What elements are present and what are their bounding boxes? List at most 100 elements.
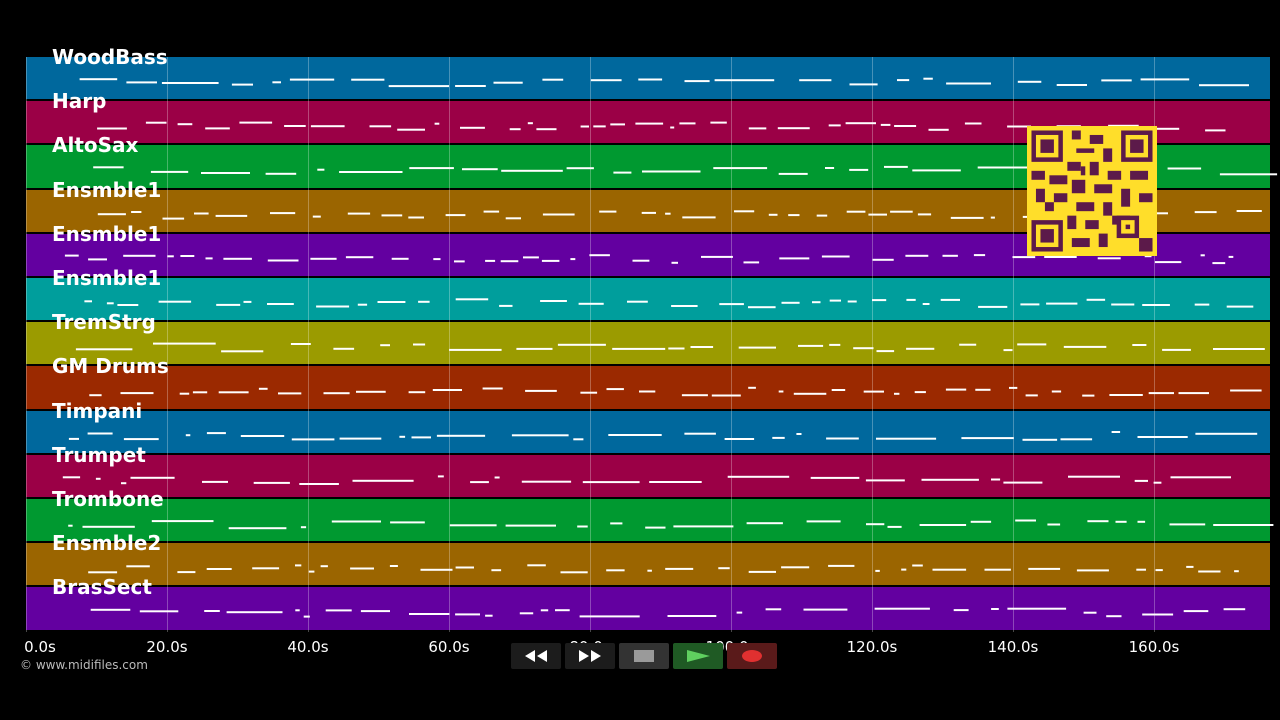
note-mark — [226, 611, 283, 614]
note-mark — [1142, 304, 1170, 306]
note-mark — [432, 389, 462, 391]
note-mark — [409, 613, 450, 615]
note-mark — [126, 565, 150, 568]
note-mark — [511, 434, 569, 437]
note-mark — [606, 569, 625, 572]
note-mark — [352, 479, 414, 482]
grid-line — [872, 57, 873, 632]
note-mark — [863, 390, 884, 393]
note-mark — [1148, 392, 1174, 395]
note-mark — [151, 520, 214, 523]
note-mark — [454, 260, 465, 263]
note-mark — [97, 213, 126, 216]
note-mark — [599, 210, 617, 213]
note-mark — [516, 347, 553, 350]
note-mark — [120, 392, 154, 395]
note-mark — [1022, 438, 1058, 441]
note-mark — [462, 168, 498, 171]
track-label: Ensmble2 — [52, 531, 162, 556]
note-mark — [1028, 567, 1061, 570]
track-lane — [26, 366, 1270, 409]
note-mark — [460, 126, 485, 129]
track-label: GM Drums — [52, 354, 169, 379]
note-mark — [973, 254, 986, 257]
record-button[interactable] — [727, 643, 777, 669]
note-mark — [1134, 479, 1148, 482]
note-mark — [150, 170, 189, 173]
note-mark — [649, 481, 702, 483]
note-mark — [221, 350, 264, 353]
note-mark — [638, 78, 663, 81]
note-mark — [542, 78, 564, 81]
note-mark — [158, 300, 192, 303]
note-mark — [436, 434, 486, 437]
note-mark — [409, 167, 454, 170]
note-mark — [945, 388, 967, 391]
fast-forward-icon — [579, 650, 601, 662]
note-mark — [668, 347, 685, 350]
note-mark — [1194, 303, 1210, 306]
note-mark — [388, 85, 449, 88]
note-mark — [734, 210, 755, 213]
note-mark — [218, 391, 249, 394]
note-mark — [320, 565, 328, 568]
note-mark — [185, 434, 191, 437]
note-mark — [408, 391, 426, 394]
note-mark — [978, 305, 1008, 308]
note-mark — [1213, 348, 1265, 350]
note-mark — [139, 610, 179, 613]
note-mark — [204, 610, 220, 612]
note-mark — [829, 343, 841, 346]
note-mark — [959, 343, 977, 346]
note-mark — [1012, 256, 1036, 259]
note-mark — [736, 611, 743, 614]
note-mark — [455, 298, 489, 301]
track-label: Ensmble1 — [52, 266, 162, 290]
note-mark — [964, 122, 982, 125]
note-mark — [580, 391, 598, 394]
note-mark — [1169, 523, 1206, 526]
note-mark — [339, 437, 382, 440]
note-mark — [89, 394, 102, 397]
note-mark — [1087, 520, 1109, 523]
note-mark — [940, 298, 960, 301]
note-mark — [932, 568, 967, 571]
note-mark — [639, 390, 656, 393]
note-mark — [868, 213, 887, 216]
note-mark — [727, 475, 790, 478]
note-mark — [1234, 570, 1239, 573]
note-mark — [777, 127, 810, 130]
note-mark — [901, 568, 907, 571]
note-mark — [68, 437, 79, 440]
time-tick-label: 60.0s — [428, 638, 470, 656]
note-mark — [1060, 438, 1093, 441]
stop-button[interactable] — [619, 643, 669, 669]
note-mark — [1025, 394, 1038, 397]
rewind-button[interactable] — [511, 643, 561, 669]
note-mark — [1154, 261, 1182, 264]
note-mark — [145, 121, 167, 124]
play-button[interactable] — [673, 643, 723, 669]
note-mark — [684, 80, 710, 83]
copyright-text: © www.midifiles.com — [20, 658, 148, 672]
note-mark — [906, 298, 916, 301]
note-mark — [577, 525, 588, 528]
note-mark — [573, 438, 584, 441]
time-tick-label: 40.0s — [287, 638, 329, 656]
note-mark — [953, 609, 969, 612]
note-mark — [525, 389, 557, 392]
note-mark — [455, 85, 486, 87]
note-mark — [1144, 255, 1152, 258]
note-mark — [408, 216, 424, 219]
stop-icon — [634, 650, 654, 662]
note-mark — [192, 391, 208, 394]
note-mark — [470, 481, 489, 484]
note-mark — [1009, 386, 1018, 389]
note-mark — [1137, 520, 1146, 523]
note-mark — [239, 121, 273, 124]
note-mark — [389, 565, 398, 567]
note-mark — [670, 126, 675, 129]
fast-forward-button[interactable] — [565, 643, 615, 669]
note-mark — [673, 525, 734, 528]
